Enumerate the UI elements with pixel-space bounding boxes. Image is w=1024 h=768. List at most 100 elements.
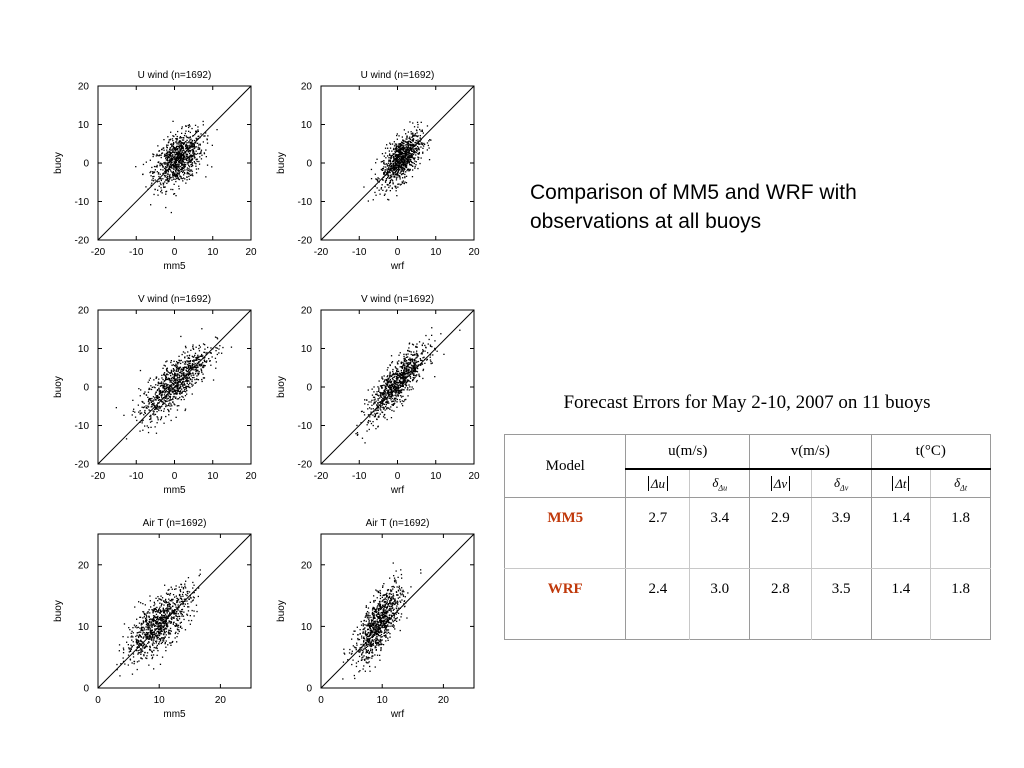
scatter-point (394, 159, 396, 161)
scatter-point (177, 151, 179, 153)
scatter-point (188, 373, 190, 376)
scatter-point (177, 363, 179, 365)
scatter-point (180, 137, 182, 139)
scatter-point (158, 609, 160, 611)
scatter-point (154, 628, 156, 630)
scatter-point (360, 620, 362, 623)
scatter-point (187, 361, 189, 363)
scatter-point (195, 130, 197, 132)
scatter-point (369, 416, 371, 418)
scatter-point (386, 389, 388, 391)
scatter-point (180, 611, 182, 613)
scatter-point (129, 659, 132, 661)
scatter-point (403, 143, 405, 145)
scatter-point (181, 627, 183, 629)
scatter-point (153, 193, 155, 196)
scatter-point (155, 611, 157, 613)
scatter-point (177, 153, 179, 155)
scatter-point (163, 614, 165, 617)
scatter-point (189, 142, 192, 144)
scatter-point (127, 654, 130, 656)
scatter-point (131, 414, 133, 416)
scatter-point (145, 624, 148, 626)
scatter-point (189, 143, 191, 145)
scatter-point (393, 386, 396, 388)
scatter-point (152, 155, 154, 158)
scatter-point (149, 421, 152, 423)
scatter-point (157, 145, 159, 147)
scatter-point (416, 356, 418, 359)
scatter-point (162, 378, 164, 381)
scatter-point (417, 360, 420, 363)
scatter-point (187, 142, 189, 144)
scatter-point (395, 168, 397, 170)
scatter-point (393, 577, 396, 579)
scatter-point (156, 405, 159, 407)
scatter-point (160, 409, 162, 412)
scatter-point (189, 382, 191, 384)
scatter-point (412, 354, 414, 356)
scatter-point (407, 356, 409, 358)
scatter-point (173, 159, 175, 161)
scatter-point (186, 370, 188, 373)
scatter-point (166, 147, 168, 149)
scatter-point (171, 588, 173, 590)
scatter-point (175, 613, 177, 615)
scatter-point (175, 595, 177, 597)
scatter-point (390, 390, 392, 393)
scatter-point (415, 381, 418, 383)
scatter-point (140, 657, 142, 659)
scatter-point (189, 367, 191, 369)
scatter-point (163, 611, 166, 613)
scatter-point (150, 606, 152, 608)
scatter-point (191, 127, 193, 130)
scatter-point (171, 171, 173, 174)
scatter-point (399, 178, 401, 180)
scatter-point (149, 636, 151, 638)
scatter-point (162, 386, 164, 388)
scatter-point (152, 153, 154, 155)
scatter-point (209, 360, 211, 362)
scatter-point (155, 621, 157, 623)
scatter-point (386, 616, 388, 618)
scatter-point (382, 378, 384, 380)
scatter-point (159, 628, 161, 630)
scatter-point (142, 622, 144, 624)
scatter-point (188, 175, 190, 178)
scatter-point (171, 161, 173, 163)
scatter-point (407, 168, 409, 170)
scatter-point (390, 155, 393, 158)
scatter-point (165, 383, 168, 385)
scatter-point (411, 360, 413, 362)
scatter-point (398, 176, 400, 178)
scatter-point (412, 372, 414, 375)
scatter-point (139, 627, 141, 629)
scatter-point (428, 159, 431, 161)
scatter-point (178, 170, 180, 172)
scatter-point (137, 652, 140, 654)
scatter-point (194, 124, 197, 126)
scatter-point (155, 406, 158, 408)
scatter-point (185, 380, 187, 382)
scatter-point (185, 377, 187, 379)
scatter-point (157, 194, 159, 196)
scatter-point (181, 167, 183, 170)
scatter-point (176, 375, 179, 377)
scatter-point (409, 163, 411, 166)
scatter-point (186, 159, 188, 162)
scatter-point (172, 154, 174, 156)
scatter-point (149, 628, 152, 630)
scatter-point (185, 141, 187, 143)
scatter-point (178, 371, 181, 374)
scatter-point (382, 594, 384, 597)
scatter-point (174, 637, 176, 639)
scatter-point (158, 409, 160, 412)
scatter-point (171, 598, 173, 601)
scatter-point (211, 166, 213, 168)
scatter-point (149, 410, 151, 412)
scatter-point (124, 663, 126, 665)
scatter-point (152, 611, 154, 613)
scatter-point (385, 178, 388, 180)
scatter-point (181, 139, 184, 141)
scatter-point (172, 610, 175, 612)
